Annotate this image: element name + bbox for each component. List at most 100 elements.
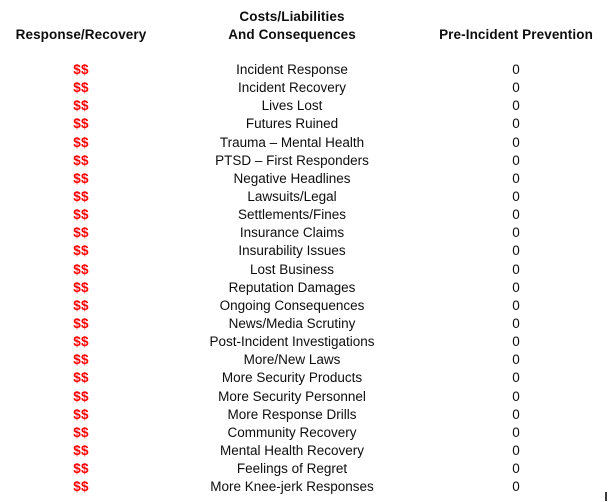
prevention-value-cell: 0 [512,370,520,386]
response-recovery-cell: $$ [73,62,89,77]
response-recovery-cell: $$ [73,370,89,386]
table-header-row: Response/Recovery Costs/Liabilities And … [0,0,610,44]
table-row: $$ Incident Response 0 [0,61,610,79]
response-recovery-cell: $$ [73,406,89,422]
cost-item-cell: More Response Drills [227,406,357,422]
response-recovery-cell: $$ [73,188,89,204]
response-recovery-cell: $$ [73,461,89,477]
cost-item-cell: Negative Headlines [233,170,351,186]
prevention-value-cell: 0 [512,261,520,277]
prevention-value-cell: 0 [512,334,520,350]
prevention-value-cell: 0 [512,188,520,204]
response-recovery-cell: $$ [73,261,89,277]
table-row: $$ More Knee-jerk Responses 0 [0,478,610,496]
cost-item-cell: Incident Response [236,62,348,77]
prevention-value-cell: 0 [512,62,520,77]
cost-item-cell: News/Media Scrutiny [228,315,356,331]
prevention-value-cell: 0 [512,170,520,186]
table-row: $$ Post-Incident Investigations 0 [0,333,610,351]
response-recovery-cell: $$ [73,207,89,223]
response-recovery-cell: $$ [73,80,89,96]
response-recovery-cell: $$ [73,279,89,295]
response-recovery-cell: $$ [73,352,89,368]
response-recovery-cell: $$ [73,297,89,313]
response-recovery-cell: $$ [73,243,89,259]
cost-item-cell: Lawsuits/Legal [247,188,337,204]
prevention-value-cell: 0 [512,442,520,458]
response-recovery-cell: $$ [73,152,89,168]
cost-item-cell: Post-Incident Investigations [209,334,375,350]
response-recovery-cell: $$ [73,170,89,186]
response-recovery-cell: $$ [73,116,89,132]
table-row: $$ News/Media Scrutiny 0 [0,315,610,333]
table-row: $$ Feelings of Regret 0 [0,460,610,478]
prevention-value-cell: 0 [512,461,520,477]
prevention-value-cell: 0 [512,424,520,440]
prevention-value-cell: 0 [512,80,520,96]
table-row: $$ More Security Products 0 [0,369,610,387]
response-recovery-cell: $$ [73,479,89,495]
table-row: $$ Futures Ruined 0 [0,115,610,133]
cost-item-cell: More Security Products [221,370,363,386]
response-recovery-cell: $$ [73,334,89,350]
table-row: $$ Trauma – Mental Health 0 [0,134,610,152]
cost-item-cell: Ongoing Consequences [219,297,365,313]
table-row: $$ Insurance Claims 0 [0,224,610,242]
table-row: $$ More Security Personnel 0 [0,388,610,406]
column-header-pre-incident-prevention-label: Pre-Incident Prevention [439,27,593,42]
response-recovery-cell: $$ [73,388,89,404]
prevention-value-cell: 0 [512,207,520,223]
prevention-value-cell: 0 [512,98,520,114]
cost-item-cell: Feelings of Regret [236,461,348,477]
response-recovery-cell: $$ [73,225,89,241]
cost-item-cell: Lost Business [249,261,335,277]
table-row: $$ Reputation Damages 0 [0,279,610,297]
cost-item-cell: Futures Ruined [245,116,339,132]
column-header-costs-line2: And Consequences [228,27,356,42]
table-row: $$ Insurability Issues 0 [0,242,610,260]
prevention-value-cell: 0 [512,243,520,259]
cost-item-cell: Insurance Claims [239,225,345,241]
prevention-value-cell: 0 [512,406,520,422]
table-row: $$ More/New Laws 0 [0,351,610,369]
table-row: $$ PTSD – First Responders 0 [0,152,610,170]
response-recovery-cell: $$ [73,98,89,114]
table-row: $$ Community Recovery 0 [0,424,610,442]
column-header-response-recovery-label: Response/Recovery [15,27,147,42]
response-recovery-cell: $$ [73,424,89,440]
cost-item-cell: Lives Lost [261,98,323,114]
column-header-costs-line1: Costs/Liabilities [239,9,345,24]
prevention-value-cell: 0 [512,152,520,168]
table-row: $$ Negative Headlines 0 [0,170,610,188]
cost-item-cell: Reputation Damages [228,279,356,295]
prevention-value-cell: 0 [512,479,520,495]
cost-item-cell: More/New Laws [243,352,341,368]
column-header-response-recovery: Response/Recovery [0,6,162,44]
cost-item-cell: Incident Recovery [237,80,347,96]
prevention-value-cell: 0 [512,225,520,241]
table-row: $$ Mental Health Recovery 0 [0,442,610,460]
table-row: $$ Lost Business 0 [0,261,610,279]
prevention-value-cell: 0 [512,116,520,132]
cost-item-cell: Insurability Issues [238,243,346,259]
cost-item-cell: PTSD – First Responders [215,152,369,168]
column-header-costs-liabilities: Costs/Liabilities And Consequences [162,6,422,44]
cost-item-cell: More Security Personnel [218,388,366,404]
response-recovery-cell: $$ [73,134,89,150]
prevention-value-cell: 0 [512,352,520,368]
table-body: $$ Incident Response 0 $$ Incident Recov… [0,61,610,496]
prevention-value-cell: 0 [512,315,520,331]
prevention-value-cell: 0 [512,297,520,313]
response-recovery-cell: $$ [73,442,89,458]
text-cursor-artifact [605,492,607,501]
prevention-value-cell: 0 [512,134,520,150]
cost-item-cell: Trauma – Mental Health [219,134,365,150]
table-row: $$ Lawsuits/Legal 0 [0,188,610,206]
table-row: $$ More Response Drills 0 [0,406,610,424]
prevention-value-cell: 0 [512,388,520,404]
table-row: $$ Settlements/Fines 0 [0,206,610,224]
table-row: $$ Ongoing Consequences 0 [0,297,610,315]
prevention-value-cell: 0 [512,279,520,295]
cost-item-cell: Mental Health Recovery [219,442,365,458]
